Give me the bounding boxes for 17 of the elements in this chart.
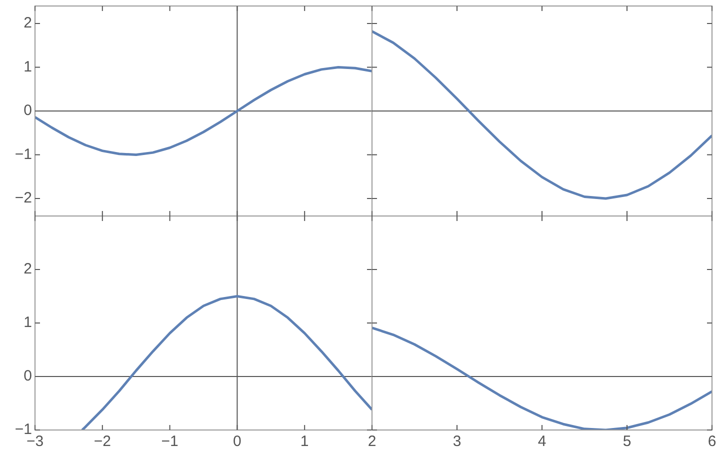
x-tick-label: 6 [708,433,716,450]
x-tick-label: 1 [300,433,309,450]
y-tick-label: 1 [24,58,32,76]
x-tick-label: 0 [233,433,242,450]
y-tick-label: −2 [14,190,32,207]
y-tick-label: 2 [24,260,32,278]
x-tick-label: 3 [452,433,462,450]
x-tick-label: −2 [94,433,111,450]
x-tick-label: 5 [622,433,632,450]
x-tick-label: −1 [161,433,178,450]
y-tick-label: 1 [24,314,32,332]
y-tick-label: 2 [24,14,32,32]
x-tick-label: 4 [538,433,546,450]
y-tick-label: −1 [14,146,32,163]
y-tick-label: 0 [24,368,32,385]
x-tick-label: 2 [368,433,376,450]
y-tick-label: 0 [24,102,32,120]
